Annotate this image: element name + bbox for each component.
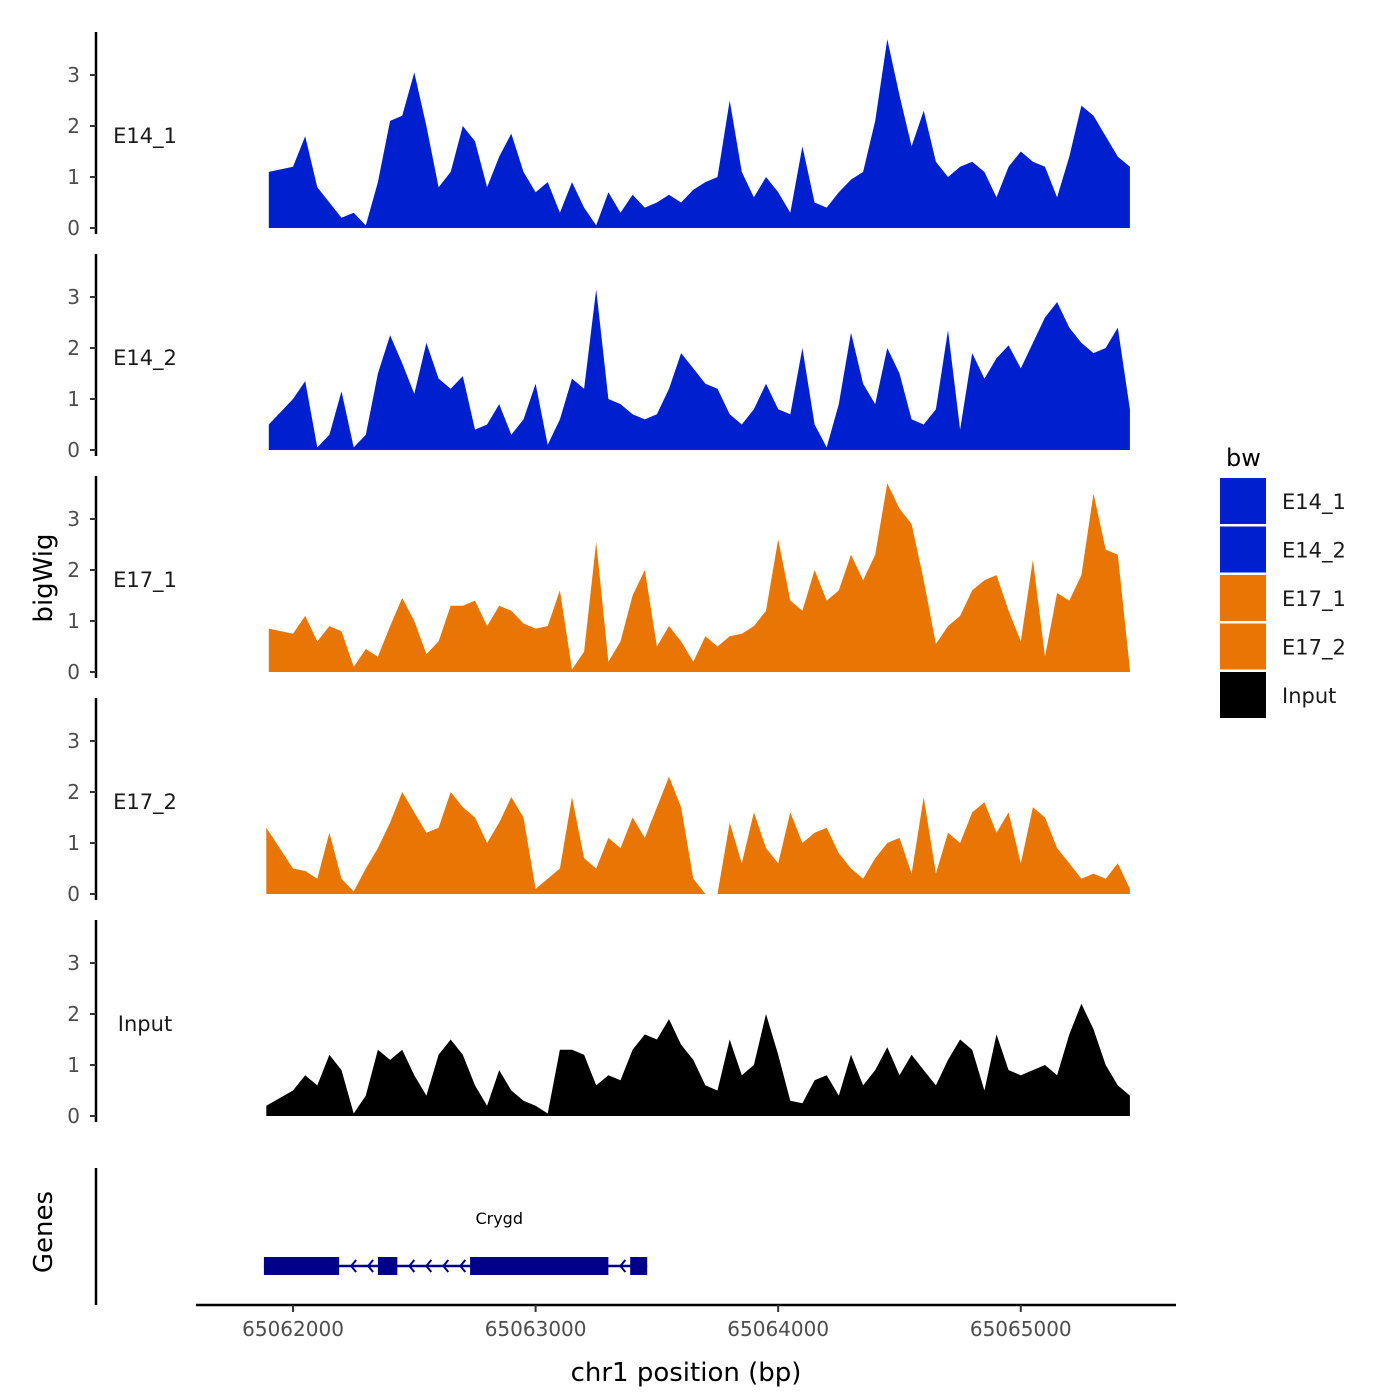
y-axis-title: bigWig (29, 533, 59, 622)
strand-arrow-icon (459, 1259, 467, 1273)
genes-panel-title: Genes (29, 1191, 59, 1273)
y-tick-label: 2 (67, 114, 80, 138)
y-tick-label: 1 (67, 387, 80, 411)
track-label: E14_2 (113, 346, 177, 371)
y-tick-label: 2 (67, 780, 80, 804)
legend-swatch (1220, 526, 1266, 573)
track-label: E17_2 (113, 790, 177, 815)
coverage-area (268, 483, 1130, 672)
x-axis-title: chr1 position (bp) (571, 1358, 802, 1388)
track-E17_2: 0 1 2 3 E17_2 (67, 698, 1130, 906)
strand-arrow-icon (366, 1259, 374, 1273)
coverage-area (266, 1003, 1130, 1116)
x-axis: 65062000 65063000 65064000 65065000 (196, 1303, 1176, 1341)
y-tick-label: 1 (67, 831, 80, 855)
gene-exon (263, 1257, 340, 1275)
gene-model (263, 1257, 648, 1275)
legend-swatch (1220, 672, 1266, 718)
legend-swatch (1220, 478, 1266, 524)
y-tick-label: 0 (67, 1104, 80, 1128)
y-tick-label: 0 (67, 216, 80, 240)
y-tick-label: 2 (67, 1002, 80, 1026)
legend-label: E17_1 (1282, 587, 1346, 612)
track-E14_2: 0 1 2 3 E14_2 (67, 254, 1130, 462)
y-tick-label: 2 (67, 558, 80, 582)
legend-label: Input (1282, 684, 1336, 708)
x-tick-label: 65063000 (485, 1317, 587, 1341)
gene-exon (470, 1257, 609, 1275)
track-label: Input (118, 1012, 172, 1036)
y-tick-label: 3 (67, 285, 80, 309)
gene-exon (630, 1257, 648, 1275)
y-tick-label: 0 (67, 882, 80, 906)
strand-arrow-icon (619, 1259, 627, 1273)
strand-arrow-icon (349, 1259, 357, 1273)
y-tick-label: 0 (67, 438, 80, 462)
track-Input: 0 1 2 3 Input (67, 920, 1130, 1128)
x-tick-label: 65062000 (242, 1317, 344, 1341)
y-tick-label: 3 (67, 951, 80, 975)
y-tick-label: 1 (67, 165, 80, 189)
y-tick-label: 3 (67, 63, 80, 87)
legend-label: E17_2 (1282, 636, 1346, 661)
legend-label: E14_2 (1282, 539, 1346, 564)
x-tick-label: 65064000 (727, 1317, 829, 1341)
legend-label: E14_1 (1282, 490, 1346, 515)
track-label: E17_1 (113, 568, 177, 593)
coverage-area (268, 289, 1130, 450)
track-E14_1: 0 1 2 3 E14_1 (67, 32, 1130, 240)
coverage-area (268, 39, 1130, 228)
y-tick-label: 2 (67, 336, 80, 360)
coverage-tracks: 0 1 2 3 E14_1 0 1 2 3 E14_2 0 1 2 3 E17_1 0 1 2 3 E17_2 0 1 2 3… (67, 32, 1130, 1128)
y-tick-label: 1 (67, 1053, 80, 1077)
y-tick-label: 3 (67, 507, 80, 531)
gene-exon (377, 1257, 398, 1275)
gene-name-label: Crygd (475, 1209, 523, 1228)
y-tick-label: 1 (67, 609, 80, 633)
legend: bw E14_1 E14_2 E17_1 E17_2 Input (1220, 444, 1346, 718)
legend-title: bw (1226, 444, 1261, 472)
y-tick-label: 0 (67, 660, 80, 684)
strand-arrow-icon (442, 1259, 450, 1273)
track-label: E14_1 (113, 124, 177, 149)
strand-arrow-icon (408, 1259, 416, 1273)
y-tick-label: 3 (67, 729, 80, 753)
legend-swatch (1220, 623, 1266, 670)
x-tick-label: 65065000 (970, 1317, 1072, 1341)
coverage-area (266, 776, 1130, 894)
strand-arrow-icon (425, 1259, 433, 1273)
legend-swatch (1220, 575, 1266, 621)
track-E17_1: 0 1 2 3 E17_1 (67, 476, 1130, 684)
genes-panel: Genes Crygd (29, 1168, 648, 1305)
